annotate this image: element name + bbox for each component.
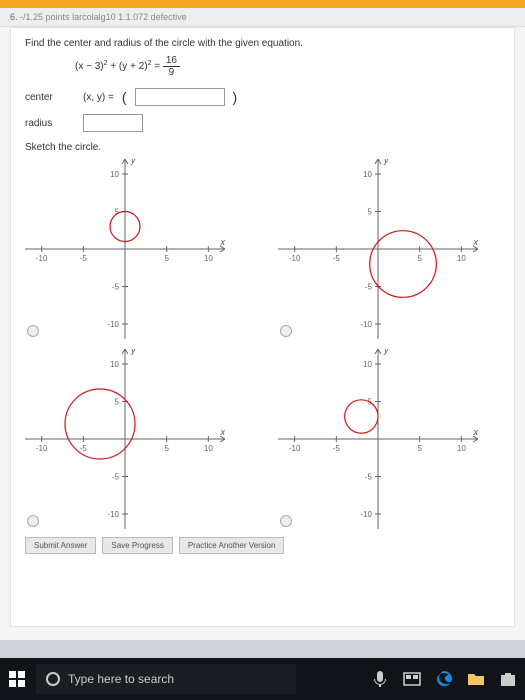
svg-text:10: 10 — [204, 444, 213, 453]
submit-button[interactable]: Submit Answer — [25, 537, 96, 554]
eq-part-a: (x − 3) — [75, 61, 104, 72]
svg-text:10: 10 — [110, 170, 119, 179]
chart-grid: -10-10-5-5551010xy-10-10-5-5551010xy-10-… — [25, 159, 500, 529]
svg-text:-5: -5 — [80, 254, 88, 263]
store-icon[interactable] — [499, 670, 517, 688]
svg-text:-5: -5 — [112, 473, 120, 482]
svg-text:10: 10 — [363, 360, 372, 369]
mic-icon[interactable] — [371, 670, 389, 688]
svg-text:10: 10 — [363, 170, 372, 179]
svg-text:-10: -10 — [360, 320, 372, 329]
svg-text:y: y — [130, 349, 136, 355]
svg-text:5: 5 — [115, 398, 120, 407]
eq-part-b: + (y + 2) — [110, 61, 147, 72]
svg-text:-10: -10 — [36, 444, 48, 453]
chart-tool-icon[interactable] — [27, 515, 39, 527]
svg-text:5: 5 — [164, 254, 169, 263]
svg-text:-5: -5 — [80, 444, 88, 453]
svg-text:y: y — [383, 349, 389, 355]
radius-label: radius — [25, 118, 75, 129]
chart-option-2[interactable]: -10 -10 -5 -5 5 5 10 10 x y — [278, 159, 478, 339]
assignment-topbar — [0, 0, 525, 8]
svg-text:5: 5 — [367, 208, 372, 217]
center-row: center (x, y) = ( ) — [25, 88, 500, 106]
svg-text:x: x — [472, 237, 478, 247]
cortana-icon — [46, 672, 60, 686]
equation: (x − 3)2 + (y + 2)2 = 16 9 — [75, 55, 500, 78]
svg-text:10: 10 — [110, 360, 119, 369]
chart-option-1[interactable]: -10-10-5-5551010xy — [25, 159, 225, 339]
center-open-paren: ( — [122, 89, 127, 105]
reference-text: larcolalg10 1.1.072 defective — [72, 12, 187, 22]
chart-option-4[interactable]: -10-10-5-5551010xy — [278, 349, 478, 529]
start-button[interactable] — [8, 670, 26, 688]
search-placeholder: Type here to search — [68, 672, 174, 686]
center-input[interactable] — [135, 88, 225, 106]
eq-den: 9 — [163, 67, 180, 78]
button-row: Submit Answer Save Progress Practice Ano… — [25, 537, 500, 554]
center-close-paren: ) — [233, 89, 238, 105]
question-number: 6. — [10, 12, 18, 22]
svg-text:-5: -5 — [364, 283, 372, 292]
svg-text:5: 5 — [417, 254, 422, 263]
svg-text:-5: -5 — [332, 254, 340, 263]
svg-text:-10: -10 — [107, 320, 119, 329]
chart-tool-icon[interactable] — [280, 325, 292, 337]
svg-text:x: x — [220, 427, 226, 437]
svg-text:-5: -5 — [112, 283, 120, 292]
svg-text:10: 10 — [456, 444, 465, 453]
chart-option-3[interactable]: -10 -10 -5 -5 5 5 10 10 x y — [25, 349, 225, 529]
chart-tool-icon[interactable] — [280, 515, 292, 527]
svg-text:-10: -10 — [288, 444, 300, 453]
eq-num: 16 — [163, 55, 180, 67]
center-label: center — [25, 92, 75, 103]
svg-text:5: 5 — [164, 444, 169, 453]
taskbar-icons — [371, 670, 517, 688]
svg-text:-5: -5 — [332, 444, 340, 453]
problem-card: Find the center and radius of the circle… — [10, 27, 515, 627]
instruction-text: Find the center and radius of the circle… — [25, 38, 500, 49]
practice-button[interactable]: Practice Another Version — [179, 537, 285, 554]
svg-text:y: y — [383, 159, 389, 165]
windows-taskbar: Type here to search — [0, 658, 525, 700]
points-text: -/1.25 points — [20, 12, 70, 22]
svg-text:x: x — [220, 237, 226, 247]
svg-text:5: 5 — [417, 444, 422, 453]
radius-row: radius — [25, 114, 500, 132]
taskview-icon[interactable] — [403, 670, 421, 688]
svg-text:-10: -10 — [288, 254, 300, 263]
svg-text:10: 10 — [204, 254, 213, 263]
svg-text:-10: -10 — [107, 510, 119, 519]
question-header: 6. -/1.25 points larcolalg10 1.1.072 def… — [0, 8, 525, 27]
chart-tool-icon[interactable] — [27, 325, 39, 337]
svg-text:-10: -10 — [360, 510, 372, 519]
svg-text:-5: -5 — [364, 473, 372, 482]
svg-text:y: y — [130, 159, 136, 165]
save-button[interactable]: Save Progress — [102, 537, 172, 554]
svg-text:x: x — [472, 427, 478, 437]
svg-text:10: 10 — [456, 254, 465, 263]
folder-icon[interactable] — [467, 670, 485, 688]
edge-icon[interactable] — [435, 670, 453, 688]
search-box[interactable]: Type here to search — [36, 664, 296, 694]
radius-input[interactable] — [83, 114, 143, 132]
center-prefix: (x, y) = — [83, 92, 114, 103]
svg-text:-10: -10 — [36, 254, 48, 263]
sketch-label: Sketch the circle. — [25, 142, 500, 153]
